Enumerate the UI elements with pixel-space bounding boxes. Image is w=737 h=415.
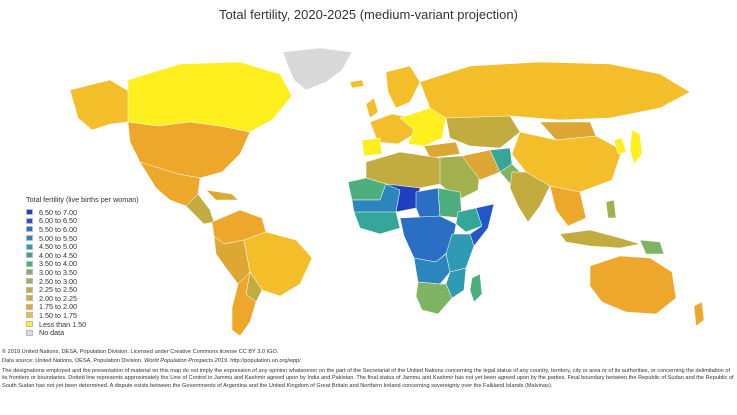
map-legend: Total fertility (live births per woman) … xyxy=(26,195,139,337)
region-scandinavia xyxy=(385,65,421,109)
region-canada xyxy=(127,61,293,133)
source-prefix: Data source: United Nations, DESA, Popul… xyxy=(2,358,143,365)
legend-item: 6.00 to 6.50 xyxy=(26,216,139,226)
legend-swatch xyxy=(26,243,33,250)
legend-item: 1.75 to 2.00 xyxy=(26,302,139,312)
region-australia xyxy=(589,255,677,315)
legend-swatch xyxy=(26,260,33,267)
legend-swatch xyxy=(26,295,33,302)
legend-label: 5.50 to 6.00 xyxy=(39,224,77,234)
region-alaska xyxy=(69,79,131,131)
copyright-note: © 2019 United Nations, DESA, Population … xyxy=(2,349,279,355)
legend-label: 3.00 to 3.50 xyxy=(39,267,77,277)
legend-swatch xyxy=(26,209,33,216)
legend-label: 4.00 to 4.50 xyxy=(39,250,77,260)
legend-swatch xyxy=(26,329,33,336)
region-niger xyxy=(385,183,421,213)
region-turkey xyxy=(423,141,461,159)
region-southern-africa xyxy=(415,281,453,315)
legend-swatch xyxy=(26,321,33,328)
legend-label: No data xyxy=(39,328,65,338)
source-title: World Population Prospects 2019. xyxy=(144,358,229,365)
legend-item: 5.00 to 5.50 xyxy=(26,234,139,243)
region-greenland xyxy=(282,47,353,91)
legend-label: 5.00 to 5.50 xyxy=(39,233,77,243)
region-east-africa xyxy=(445,233,475,273)
data-source-note: Data source: United Nations, DESA, Popul… xyxy=(2,358,735,365)
region-philippines xyxy=(605,199,617,219)
legend-swatch xyxy=(26,269,33,276)
region-russia xyxy=(419,61,691,121)
world-map xyxy=(69,47,705,337)
legend-item: 2.50 to 3.00 xyxy=(26,277,139,286)
map-title: Total fertility, 2020-2025 (medium-varia… xyxy=(219,7,518,22)
region-japan xyxy=(629,129,643,165)
region-central-africa xyxy=(399,215,457,263)
legend-title: Total fertility (live births per woman) xyxy=(26,195,139,204)
legend-swatch xyxy=(26,226,33,233)
legend-label: 2.50 to 3.00 xyxy=(39,276,77,286)
legend-label: 1.75 to 2.00 xyxy=(39,302,77,312)
legend-label: 6.50 to 7.00 xyxy=(39,207,77,217)
region-new-zealand xyxy=(693,301,705,327)
legend-item: 2.25 to 2.50 xyxy=(26,285,139,294)
region-chad xyxy=(415,187,441,219)
legend-label: 6.00 to 6.50 xyxy=(39,216,77,226)
region-china xyxy=(511,131,623,193)
region-iceland xyxy=(349,79,365,89)
legend-item: Less than 1.50 xyxy=(26,320,139,329)
legend-item: No data xyxy=(26,328,139,337)
legend-item: 2.00 to 2.25 xyxy=(26,294,139,303)
region-west-africa xyxy=(353,211,401,235)
region-uk xyxy=(365,97,379,119)
legend-label: 2.25 to 2.50 xyxy=(39,285,77,295)
disclaimer-note: The designations employed and the presen… xyxy=(2,367,734,389)
map-footer: © 2019 United Nations, DESA, Population … xyxy=(2,349,735,392)
legend-swatch xyxy=(26,252,33,259)
legend-label: 1.50 to 1.75 xyxy=(39,310,77,320)
legend-label: Less than 1.50 xyxy=(39,319,87,329)
source-url: http://population.un.org/wpp/ xyxy=(230,358,301,365)
region-indonesia xyxy=(559,229,641,249)
legend-items: 6.50 to 7.00 6.00 to 6.50 5.50 to 6.00 5.00… xyxy=(26,208,139,337)
legend-item: 5.50 to 6.00 xyxy=(26,225,139,234)
region-central-asia xyxy=(445,115,521,149)
region-mozambique xyxy=(445,267,467,299)
region-iberia xyxy=(361,137,383,157)
legend-swatch xyxy=(26,286,33,293)
legend-swatch xyxy=(26,235,33,242)
legend-swatch xyxy=(26,303,33,310)
legend-item: 1.50 to 1.75 xyxy=(26,311,139,320)
legend-item: 4.50 to 5.00 xyxy=(26,242,139,251)
region-png xyxy=(639,239,665,255)
legend-label: 2.00 to 2.25 xyxy=(39,293,77,303)
legend-item: 3.00 to 3.50 xyxy=(26,268,139,277)
region-india xyxy=(509,171,551,223)
region-se-asia xyxy=(549,185,587,227)
legend-swatch xyxy=(26,312,33,319)
region-korea xyxy=(613,137,627,155)
legend-item: 4.00 to 4.50 xyxy=(26,251,139,260)
legend-label: 3.50 to 4.00 xyxy=(39,259,77,269)
region-caribbean xyxy=(205,189,239,201)
region-madagascar xyxy=(469,273,483,303)
legend-swatch xyxy=(26,217,33,224)
legend-item: 3.50 to 4.00 xyxy=(26,259,139,269)
region-argentina xyxy=(231,271,257,337)
legend-swatch xyxy=(26,278,33,285)
legend-label: 4.50 to 5.00 xyxy=(39,242,77,252)
region-ethiopia xyxy=(455,207,483,233)
legend-item: 6.50 to 7.00 xyxy=(26,208,139,217)
